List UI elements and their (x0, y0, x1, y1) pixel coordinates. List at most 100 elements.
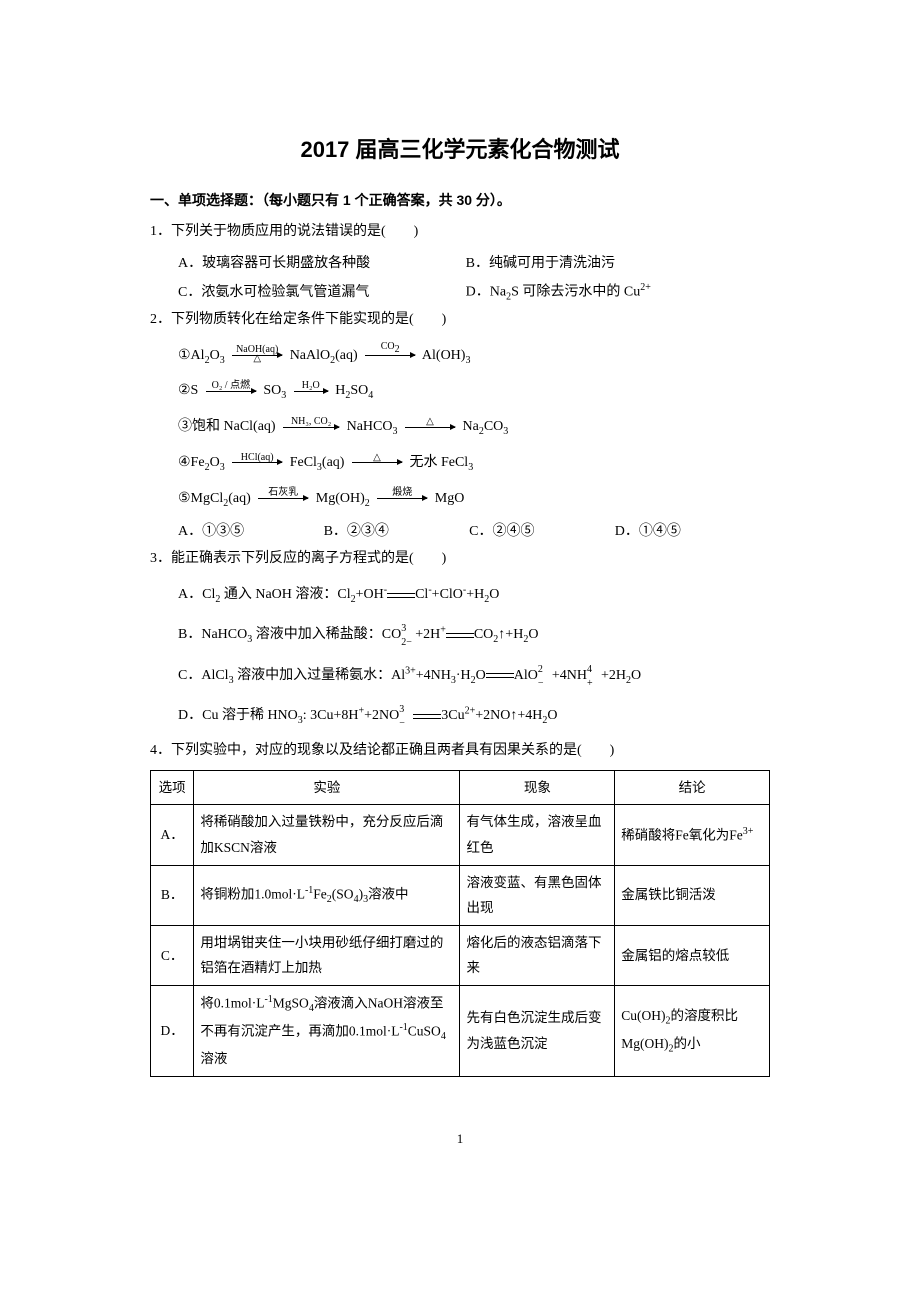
cell-opt: B． (151, 865, 194, 925)
q3d-r: 3Cu (441, 708, 464, 723)
exp-pre: 将0.1mol·L (200, 996, 264, 1011)
q2r1-mid: NaAlO (290, 348, 330, 363)
exp-suf: 溶液中 (368, 887, 409, 902)
cell-conc: 金属铝的熔点较低 (615, 925, 770, 985)
conc-pre: Cu(OH) (621, 1008, 665, 1023)
cell-phen: 溶液变蓝、有黑色固体出现 (460, 865, 615, 925)
cell-conc: Cu(OH)2的溶度积比Mg(OH)2的小 (615, 986, 770, 1077)
reaction-arrow-icon: H₂O (290, 374, 332, 408)
q2r1-start: ①Al (178, 348, 205, 363)
table-row-c: C． 用坩埚钳夹住一小块用砂纸仔细打磨过的铝箔在酒精灯上加热 熔化后的液态铝滴落… (151, 925, 770, 985)
exp-m1: Fe (313, 887, 327, 902)
q2-option-a: A．①③⑤ (178, 518, 320, 546)
q2r2-end: H (335, 383, 345, 398)
section-1-header: 一、单项选择题：（每小题只有 1 个正确答案，共 30 分）。 (150, 188, 770, 213)
q2-options: A．①③⑤ B．②③④ C．②④⑤ D．①④⑤ (150, 518, 770, 546)
arrow-top: △ (401, 410, 459, 434)
arrow-top: H₂O (290, 374, 332, 398)
q3a-pre: A．Cl (178, 587, 215, 602)
q4-table: 选项 实验 现象 结论 A． 将稀硝酸加入过量铁粉中，充分反应后滴加KSCN溶液… (150, 770, 770, 1078)
q3a-r2: +ClO (432, 587, 463, 602)
q2r5-end: MgO (435, 491, 465, 506)
q2-option-d: D．①④⑤ (615, 518, 757, 546)
q3-option-a: A．Cl2 通入 NaOH 溶液：Cl2+OH-Cl-+ClO-+H2O (150, 577, 770, 613)
exp-m3: CuSO (408, 1024, 441, 1039)
q3-option-c: C．AlCl3 溶液中加入过量稀氨水：Al3++4NH3·H2OAlO−2+4N… (150, 658, 770, 694)
q3c-post: +4NH (416, 668, 451, 683)
exp-suf: 溶液 (200, 1051, 227, 1066)
q2r5-mid: Mg(OH) (316, 491, 365, 506)
q3c-e: +2H (601, 668, 626, 683)
q3a-mid: 通入 NaOH 溶液：Cl (220, 587, 350, 602)
reaction-arrow-icon: O₂ / 点燃 (202, 374, 260, 408)
q2-reaction-3: ③饱和 NaCl(aq) NH₃, CO₂ NaHCO3 △ Na2CO3 (150, 410, 770, 444)
arrow-top: CO (381, 341, 395, 352)
q2r3-end2: CO (484, 419, 503, 434)
q2r3-mid: NaHCO (347, 419, 393, 434)
q1-options-row1: A．玻璃容器可长期盛放各种酸 B．纯碱可用于清洗油污 (150, 250, 770, 278)
q3d-pre: D．Cu 溶于稀 HNO (178, 708, 298, 723)
q2-option-b: B．②③④ (324, 518, 466, 546)
q1-option-a: A．玻璃容器可长期盛放各种酸 (178, 250, 462, 278)
q3d-r2: +2NO↑+4H (475, 708, 542, 723)
cell-exp: 将0.1mol·L-1MgSO4溶液滴入NaOH溶液至不再有沉淀产生，再滴加0.… (194, 986, 460, 1077)
header-phenomenon: 现象 (460, 770, 615, 805)
q3c-mid: 溶液中加入过量稀氨水：Al (234, 668, 406, 683)
question-3: 3．能正确表示下列反应的离子方程式的是( ) (150, 546, 770, 571)
q3c-r: AlO (514, 668, 538, 683)
q2r5-start: ⑤MgCl (178, 491, 223, 506)
cell-opt: D． (151, 986, 194, 1077)
arrow-top: HCl(aq) (228, 446, 286, 470)
q3c-e2: O (631, 668, 641, 683)
arrow-top: 石灰乳 (254, 481, 312, 505)
q3c-post2: ·H (456, 668, 471, 683)
q2r4-start: ④Fe (178, 455, 205, 470)
q1-option-c: C．浓氨水可检验氯气管道漏气 (178, 279, 462, 307)
table-header-row: 选项 实验 现象 结论 (151, 770, 770, 805)
cell-opt: C． (151, 925, 194, 985)
q2-stem: 2．下列物质转化在给定条件下能实现的是( ) (150, 312, 446, 327)
q3a-post: +OH (356, 587, 384, 602)
arrow-top: △ (348, 446, 406, 470)
q2r2-start: ②S (178, 383, 198, 398)
exp-m1: MgSO (273, 996, 309, 1011)
arrow-top: NH₃, CO₂ (279, 410, 343, 434)
q2r3-start: ③饱和 NaCl(aq) (178, 419, 276, 434)
arrow-top: O₂ / 点燃 (202, 374, 260, 398)
q3d-post: +2NO (364, 708, 399, 723)
table-row-d: D． 将0.1mol·L-1MgSO4溶液滴入NaOH溶液至不再有沉淀产生，再滴… (151, 986, 770, 1077)
q3b-e: ↑+H (498, 627, 523, 642)
cell-phen: 先有白色沉淀生成后变为浅蓝色沉淀 (460, 986, 615, 1077)
q2r4-midsuf: (aq) (322, 455, 345, 470)
page-number: 1 (150, 1127, 770, 1150)
conc-suf: 的小 (673, 1036, 700, 1051)
table-row-b: B． 将铜粉加1.0mol·L-1Fe2(SO4)3溶液中 溶液变蓝、有黑色固体… (151, 865, 770, 925)
q2-option-c: C．②④⑤ (469, 518, 611, 546)
q1-option-b: B．纯碱可用于清洗油污 (466, 250, 750, 278)
q2r2-mid: SO (263, 383, 281, 398)
arrow-bot: △ (228, 347, 286, 371)
q1-stem: 1．下列关于物质应用的说法错误的是( ) (150, 224, 418, 239)
q2r4-start2: O (210, 455, 220, 470)
q3d-e: O (547, 708, 557, 723)
q3a-r: Cl (415, 587, 428, 602)
cell-conc: 稀硝酸将Fe氧化为Fe3+ (615, 805, 770, 865)
q3-option-d: D．Cu 溶于稀 HNO3: 3Cu+8H++2NO−33Cu2++2NO↑+4… (150, 698, 770, 734)
q2-reaction-1: ①Al2O3 NaOH(aq)△ NaAlO2(aq) CO2 Al(OH)3 (150, 339, 770, 373)
reaction-arrow-icon: HCl(aq) (228, 446, 286, 480)
q2r4-mid: FeCl (290, 455, 317, 470)
reaction-arrow-icon: 煅烧 (373, 482, 431, 516)
exp-pre: 将铜粉加1.0mol·L (200, 887, 305, 902)
reaction-arrow-icon: △ (401, 410, 459, 444)
q2r5-startsuf: (aq) (228, 491, 251, 506)
reaction-arrow-icon: NH₃, CO₂ (279, 410, 343, 444)
q2r4-end: 无水 FeCl (409, 455, 468, 470)
cell-phen: 有气体生成，溶液呈血红色 (460, 805, 615, 865)
q2r2-end2: SO (350, 383, 368, 398)
q3a-e2: O (489, 587, 499, 602)
conc-pre: 稀硝酸将Fe氧化为Fe (621, 827, 743, 842)
q3b-post: +2H (415, 627, 440, 642)
cell-opt: A． (151, 805, 194, 865)
reaction-arrow-icon: 石灰乳 (254, 482, 312, 516)
q2-reaction-4: ④Fe2O3 HCl(aq) FeCl3(aq) △ 无水 FeCl3 (150, 446, 770, 480)
